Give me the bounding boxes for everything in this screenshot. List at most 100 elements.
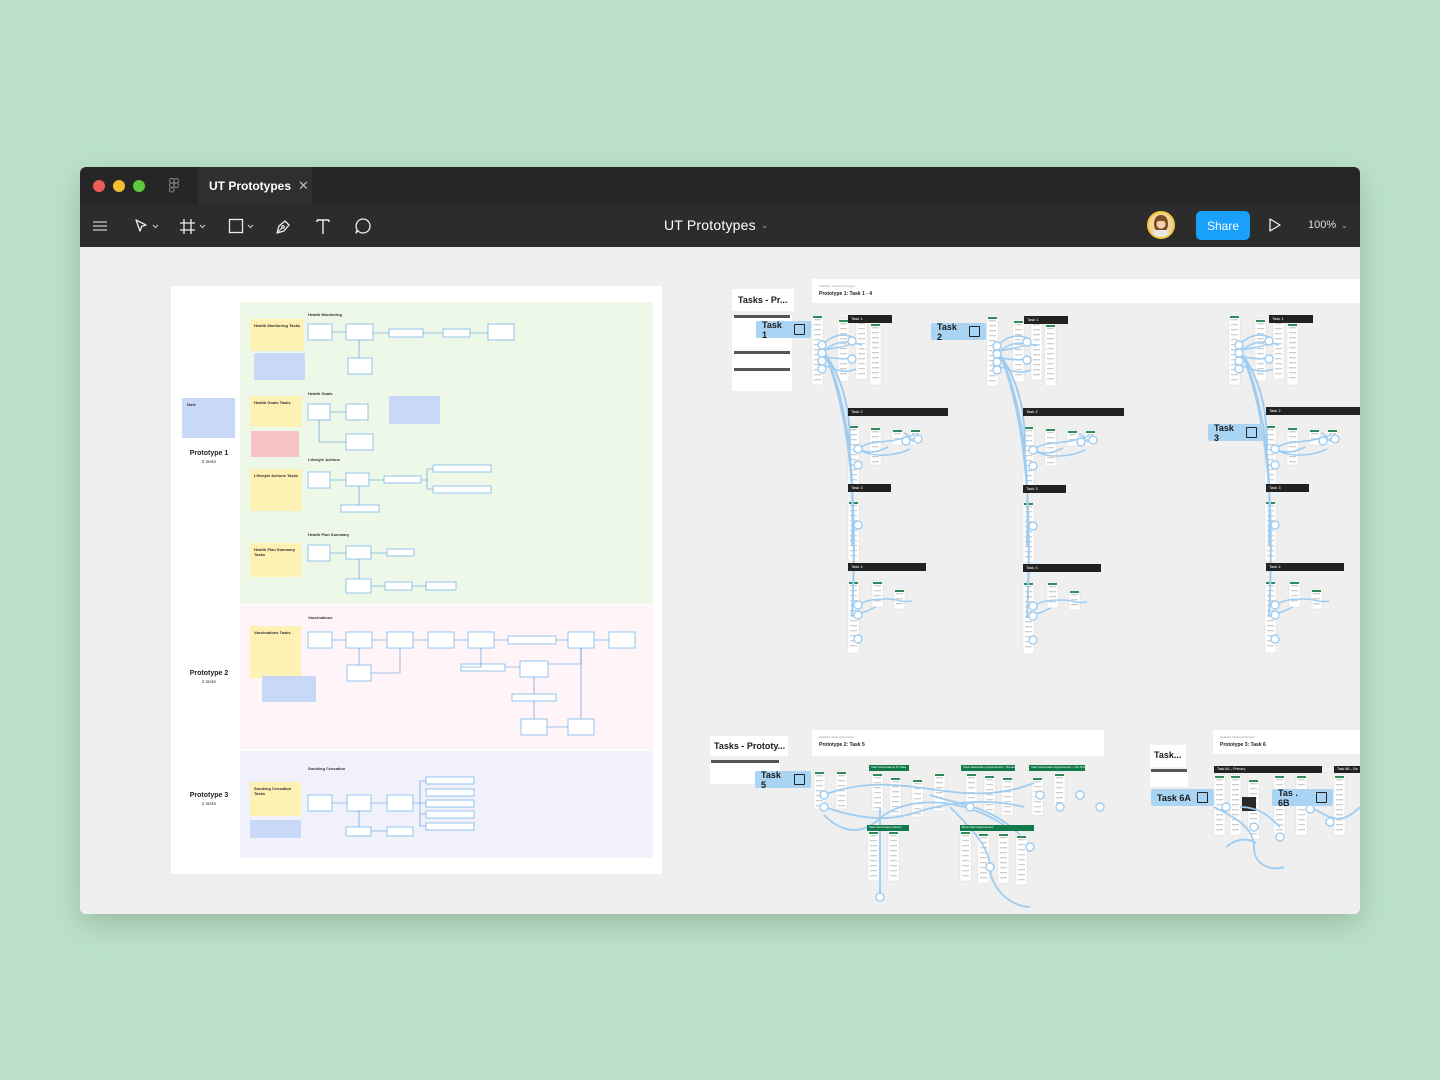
sticky-note[interactable]: Health Goals Tasks [250,396,302,427]
screen-thumbnail [962,840,969,842]
sticky-note[interactable] [262,676,316,702]
tab-close-icon[interactable]: ✕ [298,178,309,193]
task-header-bar: Task 4 [1023,564,1101,572]
document-title-menu[interactable]: UT Prototypes ⌄ [664,217,769,233]
screen-thumbnail [892,811,899,813]
screen-thumbnail [1232,789,1239,791]
sticky-note[interactable] [254,353,305,380]
flow-node [819,790,829,800]
screen-thumbnail [1034,801,1041,803]
tasks-list-frame [1150,769,1188,787]
screen-thumbnail [1087,434,1094,436]
task-5-chip[interactable]: Task 5 [755,770,811,790]
screen-thumbnail [1025,480,1032,482]
screen-thumbnail [850,645,857,647]
pen-tool[interactable] [275,215,292,237]
screen-thumbnail [1231,776,1240,778]
screen-thumbnail [896,603,903,605]
maximize-window-button[interactable] [133,180,145,192]
flow-node [1234,348,1244,358]
screen-thumbnail [1231,324,1238,326]
section-header-green: View Vaccination Appointment – Not Sched… [1029,765,1085,771]
screen-thumbnail [874,807,881,809]
screen-thumbnail [1276,784,1283,786]
sticky-note[interactable]: Health Monitoring Tasks [250,319,304,351]
screen-thumbnail [1015,349,1022,351]
flow-node [985,862,995,872]
screen-thumbnail [936,777,943,779]
sticky-note[interactable] [251,431,299,457]
text-tool[interactable] [315,215,331,237]
screen-thumbnail [1033,344,1040,346]
screen-thumbnail [1276,814,1283,816]
sticky-note[interactable]: Smoking Cessation Tasks [250,782,301,816]
screen-thumbnail [1267,479,1274,481]
screen-thumbnail [1018,864,1025,866]
flow-node [847,354,857,364]
shape-tool[interactable] [228,215,254,237]
flow-node [1270,634,1280,644]
screen-thumbnail [914,788,921,790]
document-tab[interactable]: UT Prototypes ✕ [198,167,312,205]
task-6b-chip[interactable]: Tas . 6B [1272,788,1333,808]
screen-thumbnail [849,426,858,428]
screen-thumbnail [989,330,996,332]
screen-thumbnail [1018,869,1025,871]
move-tool-icon [135,219,147,232]
screen-thumbnail [874,797,881,799]
screen-thumbnail [989,380,996,382]
screen-thumbnail [838,790,845,792]
avatar[interactable] [1147,211,1175,239]
menu-icon[interactable] [92,215,108,237]
screen-thumbnail [912,433,919,435]
screen-thumbnail [1267,459,1274,461]
zoom-menu[interactable]: 100% ⌄ [1308,219,1348,231]
share-button[interactable]: Share [1196,211,1250,240]
screen-thumbnail [814,379,821,381]
screen-thumbnail [892,786,899,788]
screen-thumbnail [1070,591,1079,593]
screen-thumbnail [816,775,823,777]
screen-thumbnail [1289,357,1296,359]
flow-node [901,436,911,446]
screen-thumbnail [1004,796,1011,798]
task-2-chip[interactable]: Task 2 [931,322,986,342]
design-canvas[interactable]: Note Health Monitoring Tasks Health Goal… [80,247,1360,914]
screen-thumbnail [1047,338,1054,340]
screen-thumbnail [962,870,969,872]
frame-tool[interactable] [179,215,206,237]
screen-thumbnail [914,798,921,800]
screen-thumbnail [968,797,975,799]
user-flow-board[interactable]: Note Health Monitoring Tasks Health Goal… [171,286,662,874]
task-1-chip[interactable]: Task 1 [756,320,811,340]
task-header-bar: Task 2 [1023,408,1124,416]
screen-thumbnail [1256,320,1265,322]
sticky-note[interactable] [250,820,301,838]
sticky-note[interactable]: Lifestyle Actions Tasks [250,469,302,511]
screen-thumbnail [1047,457,1054,459]
task-6a-chip[interactable]: Task 6A [1151,789,1214,806]
screen-thumbnail [838,785,845,787]
comment-tool[interactable] [354,215,372,237]
flow-node [1234,356,1244,366]
figma-logo-icon[interactable] [169,178,179,198]
close-window-button[interactable] [93,180,105,192]
screen-thumbnail [1047,368,1054,370]
sticky-note[interactable] [389,396,440,424]
screen-thumbnail [837,772,846,774]
sticky-note[interactable]: Note [182,398,235,438]
screen-thumbnail [890,860,897,862]
screen-thumbnail [873,582,882,584]
present-button[interactable] [1268,217,1282,238]
screen-thumbnail [1024,427,1033,429]
sticky-note[interactable]: Vaccinations Tasks [250,626,301,678]
move-tool[interactable] [133,215,159,237]
screen-thumbnail [816,800,823,802]
sticky-note[interactable]: Health Plan Summary Tasks [250,543,301,577]
minimize-window-button[interactable] [113,180,125,192]
screen-thumbnail [870,860,877,862]
screen-thumbnail [872,337,879,339]
task-3-chip[interactable]: Task 3 [1208,423,1263,443]
flow-node [1234,340,1244,350]
screen-thumbnail [968,787,975,789]
